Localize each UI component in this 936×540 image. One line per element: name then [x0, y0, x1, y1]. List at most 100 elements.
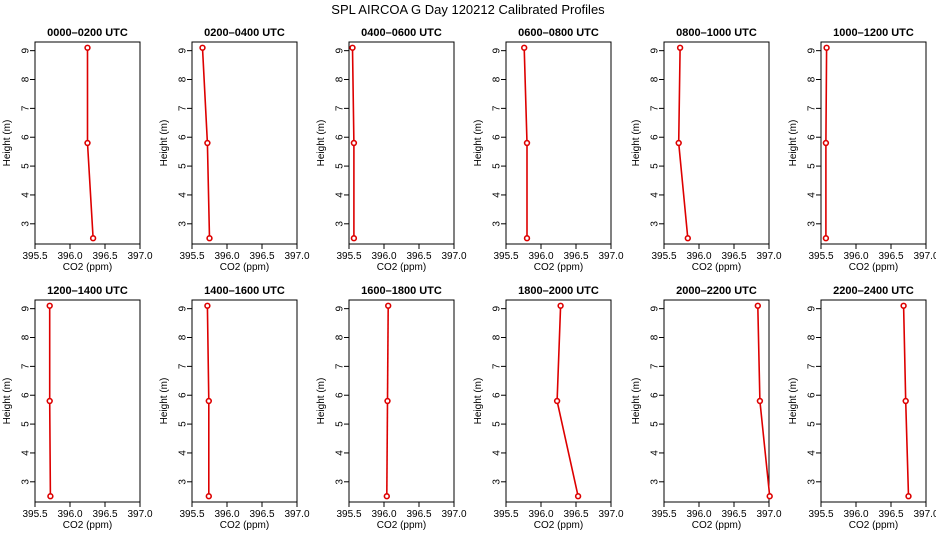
y-tick-label: 8: [650, 334, 661, 340]
co2-data-point: [199, 44, 206, 51]
plot-frame: [191, 299, 298, 503]
y-tick-label: 9: [335, 305, 346, 311]
x-axis-label: CO2 (ppm): [692, 262, 741, 273]
y-tick-label: 4: [807, 192, 818, 198]
panel-title: 0000–0200 UTC: [47, 27, 128, 39]
y-tick-label: 5: [650, 163, 661, 169]
y-tick-label: 5: [807, 421, 818, 427]
x-tick-label: 396.5: [92, 509, 117, 520]
x-tick-label: 395.5: [808, 251, 833, 262]
panel-title: 1200–1400 UTC: [47, 285, 128, 297]
y-axis-label: Height (m): [316, 378, 327, 425]
x-tick-label: 395.5: [179, 251, 204, 262]
co2-data-point: [84, 44, 91, 51]
y-tick-label: 6: [807, 392, 818, 398]
y-tick-label: 7: [807, 105, 818, 111]
co2-data-point: [349, 44, 356, 51]
y-tick-label: 4: [178, 450, 189, 456]
x-tick-label: 397.0: [913, 509, 936, 520]
x-tick-label: 396.5: [878, 509, 903, 520]
y-tick-label: 3: [807, 221, 818, 227]
x-axis-label: CO2 (ppm): [849, 262, 898, 273]
x-axis-label: CO2 (ppm): [63, 520, 112, 531]
x-axis-label: CO2 (ppm): [534, 520, 583, 531]
y-tick-label: 6: [492, 392, 503, 398]
co2-data-point: [756, 397, 764, 405]
co2-data-point: [204, 302, 211, 309]
x-tick-label: 396.0: [528, 251, 553, 262]
y-tick-label: 7: [807, 363, 818, 369]
y-tick-label: 4: [21, 450, 32, 456]
y-tick-label: 4: [178, 192, 189, 198]
y-tick-label: 8: [335, 76, 346, 82]
y-tick-label: 9: [21, 305, 32, 311]
panel-title: 2000–2200 UTC: [676, 285, 757, 297]
y-tick-label: 5: [492, 163, 503, 169]
co2-data-point: [523, 235, 531, 242]
y-tick-label: 3: [492, 221, 503, 227]
co2-data-point: [902, 397, 909, 405]
x-tick-label: 396.5: [878, 251, 903, 262]
x-tick-label: 395.5: [651, 251, 676, 262]
plot-frame: [820, 299, 927, 503]
y-tick-label: 8: [492, 334, 503, 340]
plot-frame: [663, 41, 770, 245]
y-tick-label: 3: [21, 479, 32, 485]
y-axis-label: Height (m): [159, 378, 170, 425]
x-tick-label: 396.0: [371, 509, 396, 520]
y-tick-label: 5: [492, 421, 503, 427]
y-tick-label: 4: [492, 192, 503, 198]
x-axis-label: CO2 (ppm): [220, 262, 269, 273]
y-tick-label: 7: [335, 363, 346, 369]
plot-frame: [663, 299, 770, 503]
co2-data-point: [350, 139, 358, 147]
y-tick-label: 5: [335, 421, 346, 427]
x-tick-label: 396.0: [57, 251, 82, 262]
y-tick-label: 4: [335, 450, 346, 456]
y-tick-label: 3: [492, 479, 503, 485]
panel-title: 1400–1600 UTC: [204, 285, 285, 297]
y-tick-label: 8: [650, 76, 661, 82]
y-tick-label: 6: [335, 392, 346, 398]
x-tick-label: 397.0: [127, 509, 152, 520]
x-tick-label: 396.5: [563, 509, 588, 520]
y-tick-label: 9: [650, 47, 661, 53]
x-tick-label: 397.0: [284, 251, 309, 262]
y-tick-label: 9: [492, 47, 503, 53]
panel-title: 0400–0600 UTC: [361, 27, 442, 39]
x-tick-label: 397.0: [598, 251, 623, 262]
panel-title: 1000–1200 UTC: [833, 27, 914, 39]
co2-data-point: [46, 397, 53, 405]
co2-data-point: [822, 139, 830, 147]
y-tick-label: 6: [21, 392, 32, 398]
panel-title: 0800–1000 UTC: [676, 27, 757, 39]
y-tick-label: 8: [807, 334, 818, 340]
plot-frame: [820, 41, 927, 245]
co2-data-point: [676, 44, 684, 51]
co2-data-point: [523, 139, 531, 147]
x-axis-label: CO2 (ppm): [849, 520, 898, 531]
x-axis-label: CO2 (ppm): [220, 520, 269, 531]
x-tick-label: 395.5: [336, 251, 361, 262]
x-axis-label: CO2 (ppm): [63, 262, 112, 273]
y-axis-label: Height (m): [788, 120, 799, 167]
x-tick-label: 396.0: [686, 251, 711, 262]
y-axis-label: Height (m): [788, 378, 799, 425]
y-tick-label: 6: [178, 392, 189, 398]
x-tick-label: 396.0: [214, 509, 239, 520]
co2-data-point: [46, 302, 53, 309]
y-tick-label: 9: [21, 47, 32, 53]
y-tick-label: 4: [492, 450, 503, 456]
x-tick-label: 395.5: [493, 251, 518, 262]
y-tick-label: 5: [21, 163, 32, 169]
x-tick-label: 397.0: [598, 509, 623, 520]
y-tick-label: 3: [335, 221, 346, 227]
chart-main-title: SPL AIRCOA G Day 120212 Calibrated Profi…: [331, 2, 605, 17]
y-tick-label: 9: [178, 47, 189, 53]
y-tick-label: 8: [178, 76, 189, 82]
y-tick-label: 4: [650, 450, 661, 456]
y-tick-label: 6: [650, 392, 661, 398]
co2-data-point: [675, 139, 682, 147]
co2-data-point: [204, 139, 211, 147]
x-tick-label: 397.0: [913, 251, 936, 262]
